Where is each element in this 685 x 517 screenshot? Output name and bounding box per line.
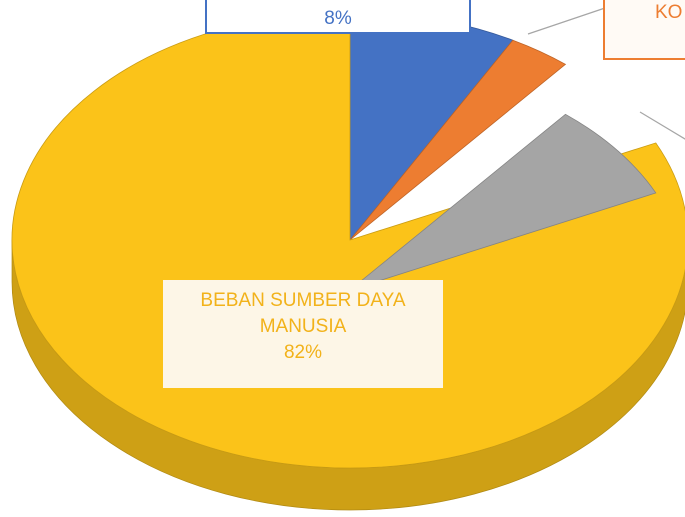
category-label: KO — [655, 2, 683, 23]
pie-slice — [349, 39, 567, 241]
data-label-box: BEBAN SUMBER DAYA MANUSIA 82% — [163, 280, 443, 388]
data-label-box: KO — [603, 0, 685, 60]
pie-slice — [11, 11, 685, 469]
data-label: 82% — [283, 342, 323, 363]
category-label: BEBAN SUMBER DAYA MANUSIA — [200, 290, 406, 337]
leader-line — [527, 7, 606, 35]
data-label-box: 8% — [205, 0, 471, 34]
pie-slice — [349, 113, 657, 291]
data-label: 8% — [324, 8, 352, 29]
leader-line — [639, 111, 685, 140]
